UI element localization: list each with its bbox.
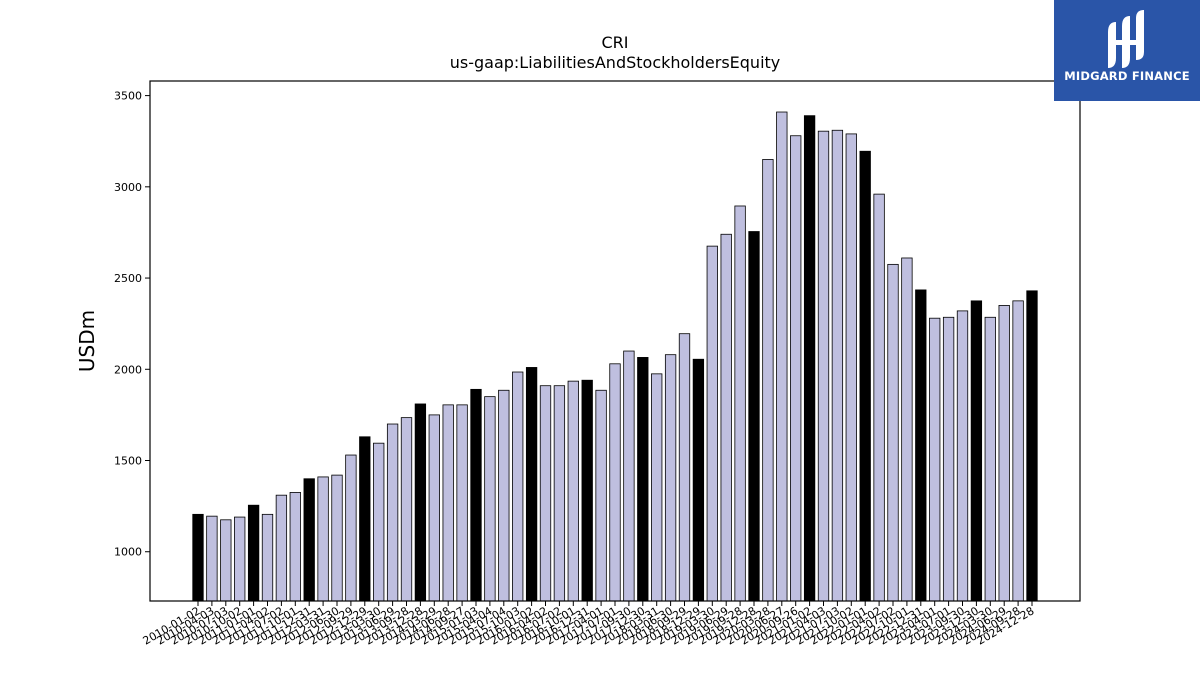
bar [442, 404, 454, 602]
bar [651, 373, 663, 602]
bar [845, 133, 857, 602]
bar [831, 129, 844, 602]
bar [998, 305, 1010, 602]
bar [692, 358, 705, 602]
y-axis: 1000 1500 2000 2500 3000 3500 [114, 90, 150, 559]
bar [220, 519, 232, 602]
bar [498, 389, 510, 602]
bar [303, 478, 315, 602]
logo-text: MIDGARD FINANCE [1064, 69, 1190, 83]
bar [803, 115, 816, 602]
plot-frame [149, 80, 1081, 602]
bar [595, 389, 607, 602]
bar [970, 300, 983, 602]
bar [289, 492, 301, 602]
bar [929, 317, 941, 602]
x-axis: 2010-01-022010-04-032010-07-032010-10-02… [141, 601, 1037, 648]
y-tick-label: 3000 [114, 181, 142, 194]
y-tick-label: 3500 [114, 90, 142, 103]
bar [247, 504, 260, 602]
bar [317, 476, 329, 602]
bar [637, 357, 649, 602]
chart-title: CRI [601, 33, 628, 52]
bar [206, 515, 218, 602]
bar [581, 379, 593, 602]
bar [623, 350, 635, 602]
bar [470, 388, 482, 602]
bar [734, 205, 746, 602]
bar [331, 474, 343, 602]
bar [512, 371, 524, 602]
bar [887, 263, 899, 602]
bar [261, 513, 274, 602]
bar [859, 150, 871, 602]
bars-group [192, 111, 1038, 602]
bar [386, 423, 399, 602]
bar [1026, 290, 1038, 602]
brand-logo: MIDGARD FINANCE [1054, 0, 1200, 101]
bar [901, 257, 913, 602]
bar [790, 135, 802, 602]
y-tick-label: 1500 [114, 455, 142, 468]
bar [748, 231, 760, 602]
bar [400, 417, 413, 602]
bar [956, 310, 969, 602]
bar [817, 130, 830, 602]
bar [234, 516, 246, 602]
bar [359, 436, 371, 602]
midgard-logo-icon [1108, 10, 1144, 68]
bar [762, 159, 774, 602]
bar [484, 396, 496, 602]
bar [609, 363, 621, 602]
y-tick-label: 2000 [114, 363, 142, 376]
bar [873, 193, 885, 602]
bar [345, 454, 357, 602]
bar [275, 494, 288, 602]
bar [428, 414, 440, 602]
bar [539, 385, 552, 602]
bar [567, 380, 579, 602]
bar [192, 513, 204, 602]
bar [776, 111, 788, 602]
bar [706, 245, 718, 602]
bar [984, 316, 996, 602]
bar [553, 385, 566, 602]
y-tick-label: 2500 [114, 272, 142, 285]
bar [1012, 300, 1024, 602]
chart-subtitle: us-gaap:LiabilitiesAndStockholdersEquity [450, 53, 781, 72]
bar [456, 404, 468, 602]
bar [664, 354, 677, 602]
y-axis-label: USDm [75, 310, 99, 372]
bar [525, 367, 538, 602]
bar [942, 316, 955, 602]
bar [373, 442, 385, 602]
bar [915, 289, 927, 602]
bar [414, 403, 427, 602]
bar [720, 233, 732, 602]
bar [678, 333, 691, 602]
y-tick-label: 1000 [114, 546, 142, 559]
